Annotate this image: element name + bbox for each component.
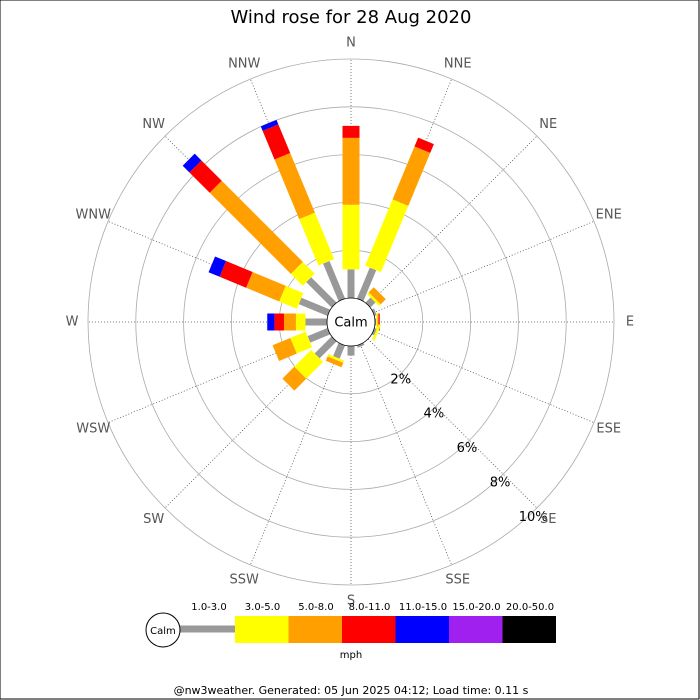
legend-swatch [342, 616, 396, 643]
bar-segment [189, 160, 222, 193]
bar-segment [260, 119, 279, 131]
footer: @nw3weather. Generated: 05 Jun 2025 04:1… [174, 684, 529, 697]
bar-segment [272, 337, 297, 361]
legend-swatch [288, 616, 342, 643]
r-tick-label: 4% [424, 407, 445, 422]
direction-label: SSE [445, 572, 470, 587]
legend-unit: mph [340, 650, 362, 661]
bar-segment [282, 366, 307, 391]
bar-segment [367, 292, 381, 306]
chart-title: Wind rose for 28 Aug 2020 [231, 7, 472, 28]
direction-label: SW [143, 512, 164, 527]
bar-segment [307, 327, 331, 343]
legend-label: 11.0-15.0 [399, 602, 447, 613]
legend-label: 15.0-20.0 [452, 602, 500, 613]
bar-segment [372, 324, 381, 341]
calm-label: Calm [334, 316, 367, 331]
direction-label: W [66, 315, 79, 330]
direction-label: NE [539, 117, 557, 132]
bar-segment [314, 336, 337, 359]
direction-label: SE [540, 512, 556, 527]
bar-segment [294, 349, 324, 379]
legend-calm [145, 612, 181, 648]
ring [87, 58, 615, 586]
legend-label: 3.0-5.0 [245, 602, 280, 613]
direction-label: SSW [230, 572, 260, 587]
bar-segment [219, 261, 253, 288]
r-tick-label: 10% [519, 510, 548, 525]
bar-segment [246, 272, 286, 302]
legend-swatch [235, 616, 289, 643]
bar-segment [290, 261, 315, 286]
r-tick-label: 8% [490, 476, 511, 491]
bar-segment [365, 297, 376, 308]
direction-label: N [346, 36, 356, 51]
bar-segment [274, 153, 315, 220]
legend-swatch [449, 616, 503, 643]
legend-label: 20.0-50.0 [506, 602, 554, 613]
bar-segment [290, 331, 313, 354]
ring [135, 106, 567, 538]
spoke [367, 338, 538, 509]
legend-label: 8.0-11.0 [349, 602, 391, 613]
direction-label: S [347, 594, 355, 609]
direction-label: E [626, 315, 634, 330]
direction-label: WSW [76, 421, 110, 436]
r-tick-label: 6% [457, 441, 478, 456]
bar-segment [333, 342, 346, 359]
direction-label: WNW [76, 208, 112, 223]
bar-segment [306, 277, 337, 308]
calm-circle [326, 297, 376, 347]
spoke [367, 135, 538, 306]
legend-swatch [395, 616, 449, 643]
spoke [373, 220, 595, 314]
spoke [373, 330, 595, 424]
direction-label: ENE [596, 208, 622, 223]
legend-swatch [502, 616, 556, 643]
bar-segment [299, 212, 335, 266]
bar-segment [262, 124, 291, 160]
bar-segment [209, 180, 303, 274]
bar-segment [327, 354, 345, 363]
bar-segment [356, 267, 377, 302]
direction-label: NNW [228, 57, 260, 72]
legend-calm-label: Calm [150, 626, 176, 637]
bar-segment [279, 285, 304, 309]
spoke [359, 344, 453, 566]
legend-label: 1.0-3.0 [191, 602, 226, 613]
direction-label: NNE [444, 57, 472, 72]
legend-label: 5.0-8.0 [298, 602, 333, 613]
direction-label: ESE [596, 421, 621, 436]
bar-segment [325, 356, 344, 368]
bar-segment [182, 153, 202, 173]
bar-segment [368, 287, 386, 305]
bar-segment [392, 146, 431, 206]
bar-segment [208, 256, 227, 277]
spoke [249, 344, 343, 566]
r-tick-label: 2% [390, 372, 411, 387]
direction-label: NW [142, 117, 165, 132]
bar-segment [414, 137, 434, 153]
bar-segment [323, 260, 346, 302]
bar-segment [365, 199, 409, 273]
bar-segment [298, 297, 331, 317]
